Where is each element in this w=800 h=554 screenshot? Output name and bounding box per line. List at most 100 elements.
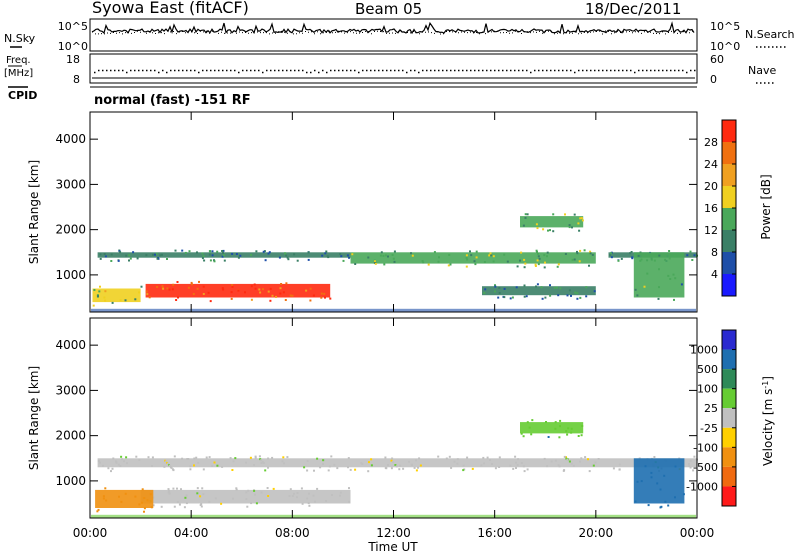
x-tick-label: 20:00 — [579, 526, 614, 540]
echo-speckle — [221, 250, 224, 252]
echo-speckle — [639, 259, 642, 262]
echo-speckle — [542, 228, 545, 231]
echo-speckle — [520, 251, 523, 254]
echo-speckle — [512, 467, 515, 470]
power-colorbar-tick-label: 16 — [704, 202, 718, 215]
echo-speckle — [630, 251, 633, 253]
echo-speckle — [221, 287, 224, 290]
echo-speckle — [208, 250, 211, 253]
echo-speckle — [562, 469, 565, 472]
echo-speckle — [549, 284, 551, 287]
y-tick-label: 4000 — [55, 132, 86, 146]
echo-speckle — [523, 258, 526, 261]
echo-speckle — [245, 498, 248, 501]
echo-speckle — [391, 457, 394, 460]
echo-speckle — [190, 283, 193, 286]
echo-speckle — [230, 291, 233, 294]
echo-speckle — [197, 461, 200, 464]
freq-left-label-1: Freq. — [6, 55, 31, 66]
echo-speckle — [192, 293, 195, 295]
echo-speckle — [546, 255, 548, 258]
echo-speckle — [284, 253, 287, 256]
echo-speckle — [618, 468, 621, 471]
echo-speckle — [154, 253, 156, 256]
echo-speckle — [286, 456, 289, 459]
y-tick-label: 4000 — [55, 338, 86, 352]
echo-speckle — [450, 466, 453, 469]
echo-speckle — [314, 500, 316, 503]
echo-speckle — [689, 466, 692, 469]
echo-speckle — [237, 289, 240, 292]
power-colorbar-swatch — [722, 142, 736, 164]
echo-speckle — [250, 285, 253, 288]
echo-speckle — [469, 250, 471, 253]
echo-speckle — [523, 295, 526, 298]
velocity-colorbar-tick-label: -25 — [700, 422, 718, 435]
echo-speckle — [172, 487, 175, 490]
echo-speckle — [554, 427, 557, 430]
echo-speckle — [483, 261, 486, 263]
echo-speckle — [565, 457, 568, 460]
echo-speckle — [280, 283, 283, 285]
echo-speckle — [221, 255, 224, 258]
echo-speckle — [360, 462, 363, 464]
echo-speckle — [523, 266, 526, 269]
echo-speckle — [593, 290, 596, 293]
echo-band-0 — [97, 458, 698, 468]
echo-speckle — [117, 463, 120, 466]
echo-speckle — [547, 436, 550, 438]
echo-speckle — [141, 488, 144, 491]
echo-speckle — [279, 292, 282, 295]
echo-speckle — [580, 217, 583, 220]
echo-speckle — [330, 455, 333, 458]
echo-speckle — [128, 259, 130, 262]
echo-speckle — [155, 252, 158, 255]
velocity-colorbar-swatch — [722, 330, 736, 350]
echo-speckle — [145, 290, 148, 293]
echo-speckle — [594, 461, 597, 464]
echo-speckle — [307, 258, 310, 261]
echo-speckle — [516, 265, 519, 268]
echo-speckle — [101, 464, 104, 467]
power-colorbar-tick-label: 28 — [704, 136, 718, 149]
y-tick-label: 1000 — [55, 474, 86, 488]
echo-speckle — [475, 256, 478, 259]
echo-speckle — [657, 297, 660, 300]
echo-speckle — [465, 256, 468, 259]
echo-speckle — [577, 435, 580, 437]
echo-speckle — [244, 291, 246, 294]
echo-speckle — [181, 249, 184, 252]
echo-speckle — [146, 499, 149, 502]
echo-speckle — [667, 274, 670, 277]
echo-speckle — [558, 436, 561, 439]
freq-right-tick-bottom: 0 — [710, 73, 717, 86]
echo-speckle — [309, 299, 312, 302]
echo-speckle — [689, 250, 692, 253]
echo-speckle — [289, 488, 292, 491]
echo-speckle — [588, 264, 590, 267]
x-tick-label: 00:00 — [73, 526, 108, 540]
echo-speckle — [554, 459, 557, 462]
echo-speckle — [568, 289, 571, 292]
echo-speckle — [105, 499, 108, 502]
echo-speckle — [104, 255, 107, 258]
echo-speckle — [202, 255, 205, 257]
echo-speckle — [93, 289, 96, 291]
echo-speckle — [189, 465, 192, 468]
echo-speckle — [494, 290, 496, 293]
echo-speckle — [348, 256, 351, 259]
echo-speckle — [150, 465, 153, 467]
echo-speckle — [201, 257, 204, 260]
echo-speckle — [328, 465, 331, 468]
echo-speckle — [566, 433, 569, 436]
echo-speckle — [515, 467, 517, 469]
echo-speckle — [538, 257, 541, 260]
echo-speckle — [231, 252, 234, 255]
echo-speckle — [97, 295, 99, 298]
echo-speckle — [647, 504, 650, 507]
echo-speckle — [693, 455, 696, 458]
date-title: 18/Dec/2011 — [585, 0, 681, 18]
echo-speckle — [120, 455, 123, 458]
echo-speckle — [617, 259, 620, 262]
